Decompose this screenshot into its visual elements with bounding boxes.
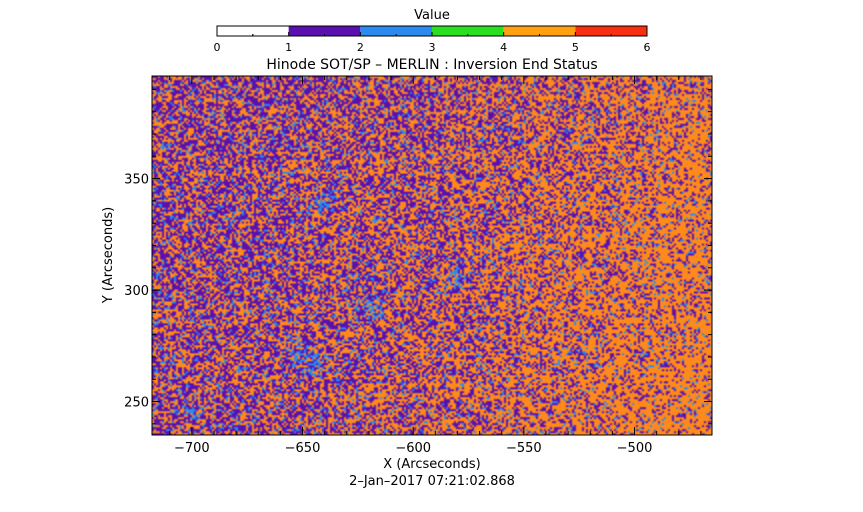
x-tick-label: −650 (285, 441, 321, 456)
x-axis: −700 −650 −600 −550 −500 (169, 76, 702, 456)
colorbar: Value 0 1 2 3 4 5 6 (214, 8, 651, 54)
plot-frame (151, 75, 713, 436)
y-axis: 250 300 350 (124, 88, 712, 425)
y-tick-label: 250 (124, 396, 149, 411)
colorbar-tick-label: 6 (644, 41, 651, 54)
colorbar-tick-label: 3 (429, 41, 436, 54)
colorbar-tick-label: 5 (572, 41, 579, 54)
colorbar-title: Value (414, 8, 450, 23)
colorbar-segment-5 (575, 26, 647, 36)
colorbar-tick-label: 0 (214, 41, 221, 54)
colorbar-tick-label: 2 (357, 41, 364, 54)
y-tick-label: 350 (124, 173, 149, 188)
colorbar-segment-0 (217, 26, 289, 36)
x-tick-label: −550 (506, 441, 542, 456)
y-tick-label: 300 (124, 284, 149, 299)
colorbar-tick-label: 4 (500, 41, 507, 54)
x-axis-label: X (Arcseconds) (383, 457, 480, 472)
heatmap-image (152, 76, 712, 435)
x-tick-label: −700 (174, 441, 210, 456)
y-axis-label: Y (Arcseconds) (101, 207, 116, 304)
x-tick-label: −600 (395, 441, 431, 456)
colorbar-frame (216, 25, 648, 37)
colorbar-segment-4 (503, 26, 576, 36)
colorbar-tick-label: 1 (285, 41, 292, 54)
chart-title: Hinode SOT/SP – MERLIN : Inversion End S… (266, 57, 597, 73)
colorbar-segment-2 (360, 26, 432, 36)
colorbar-segment-3 (432, 26, 504, 36)
date-label: 2–Jan–2017 07:21:02.868 (349, 474, 515, 489)
x-tick-label: −500 (617, 441, 653, 456)
colorbar-segments (217, 26, 647, 36)
colorbar-segment-1 (288, 26, 361, 36)
